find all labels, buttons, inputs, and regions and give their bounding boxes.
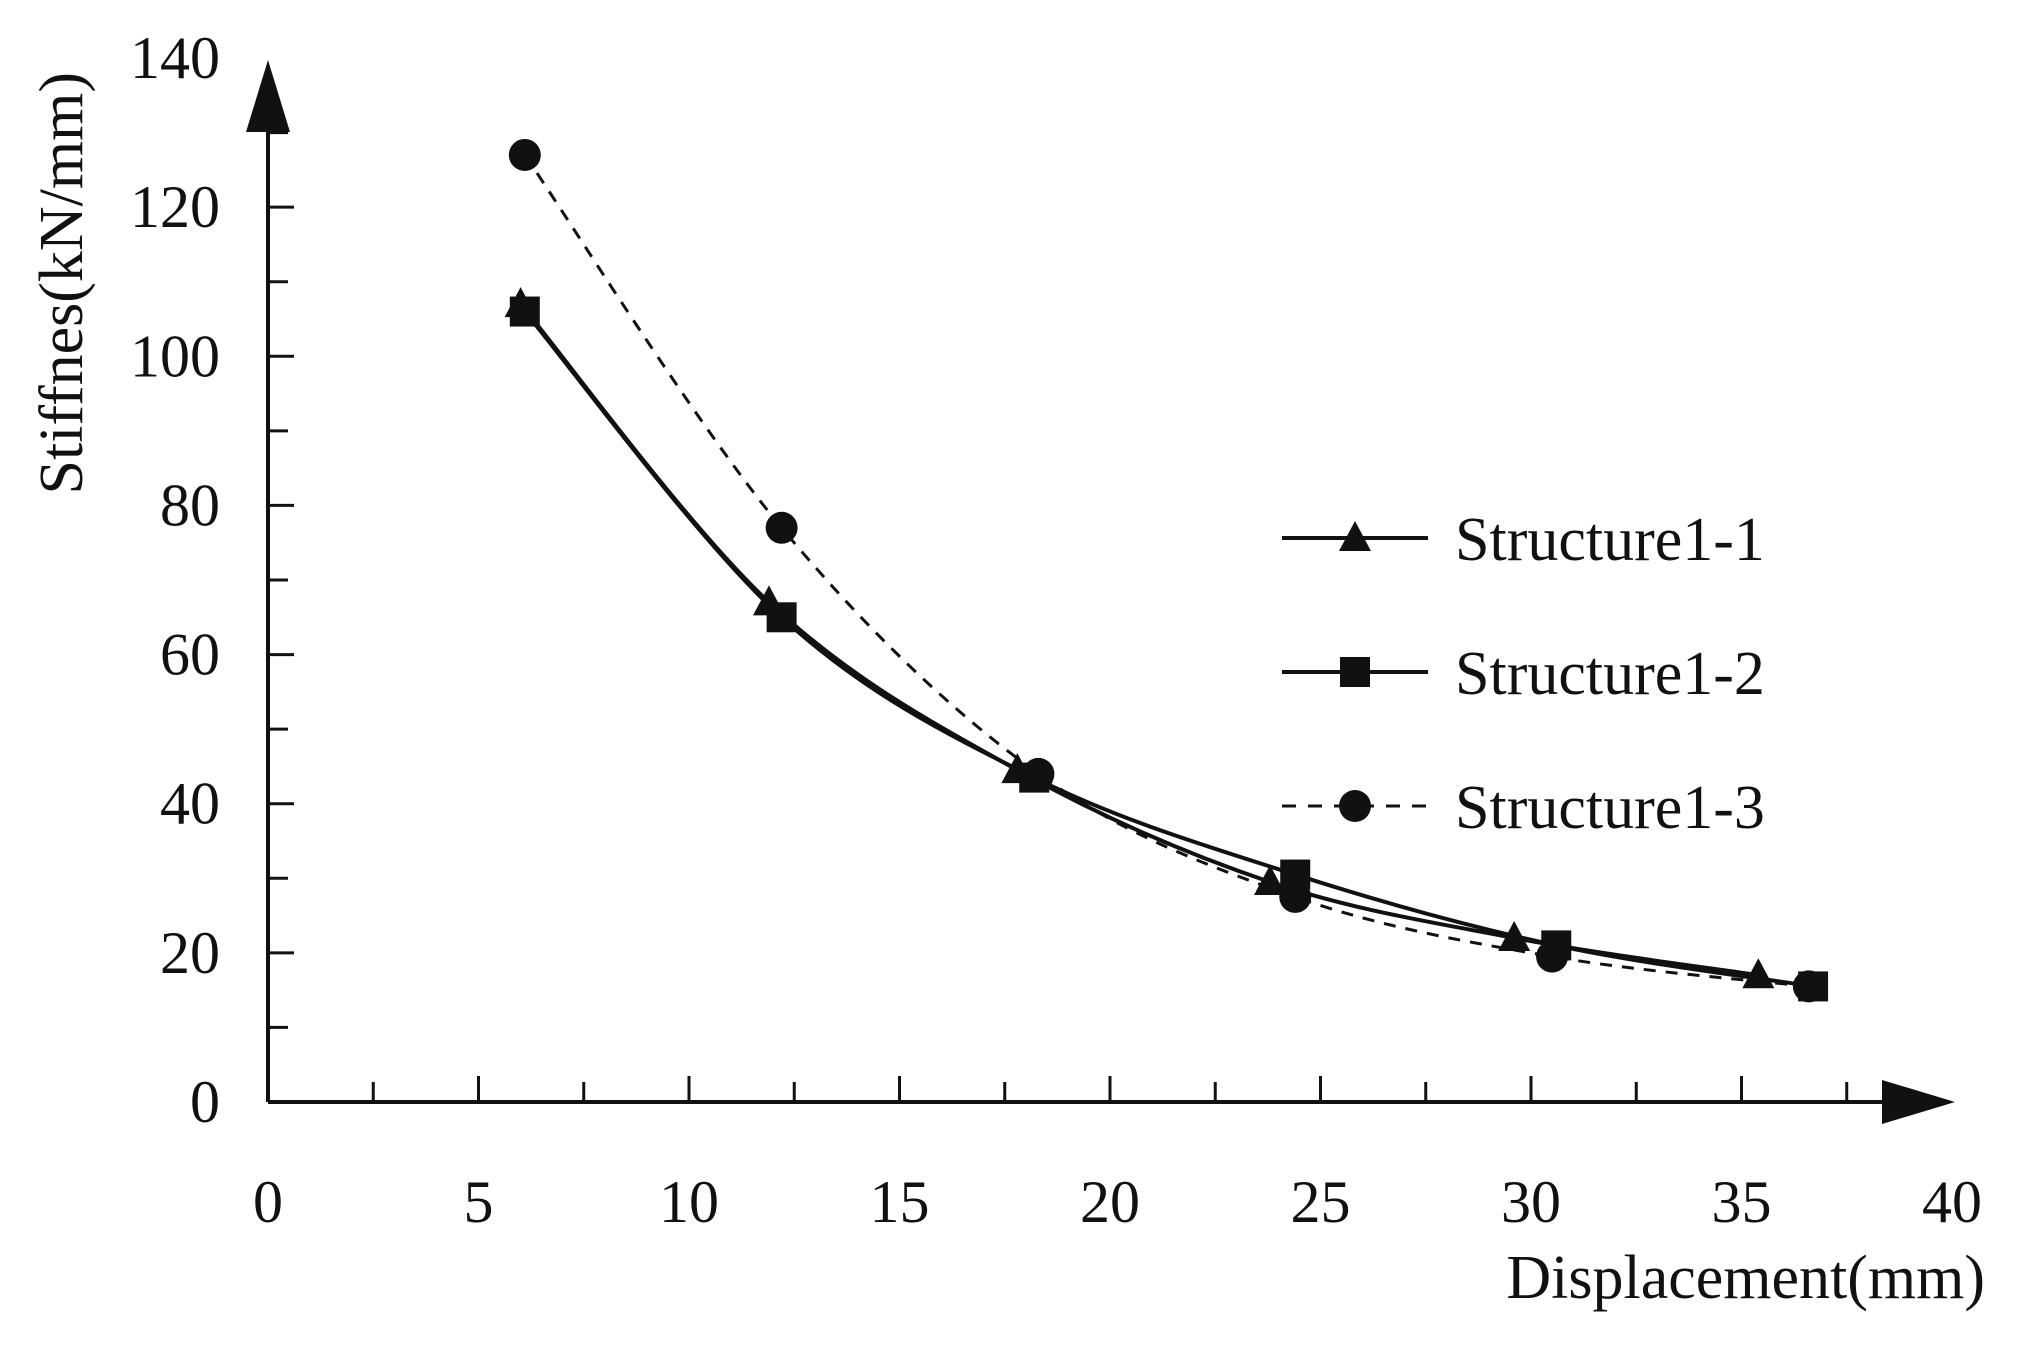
x-tick-label: 5 bbox=[464, 1169, 494, 1235]
x-tick-label: 10 bbox=[659, 1169, 719, 1235]
legend-entry: Structure1-3 bbox=[1282, 774, 1765, 842]
y-tick-label: 40 bbox=[160, 771, 220, 837]
x-tick-label: 15 bbox=[870, 1169, 930, 1235]
y-axis-arrow bbox=[246, 60, 290, 132]
x-axis-label: Displacement(mm) bbox=[1506, 1244, 1985, 1312]
legend-marker bbox=[1339, 790, 1371, 822]
series-3 bbox=[508, 138, 1825, 1003]
legend-entry: Structure1-2 bbox=[1282, 640, 1765, 708]
data-point bbox=[509, 296, 540, 327]
data-point bbox=[765, 511, 798, 544]
x-axis-arrow bbox=[1882, 1080, 1955, 1124]
y-tick-label: 20 bbox=[160, 920, 220, 986]
y-axis-label: Stiffnes(kN/mm) bbox=[28, 72, 96, 495]
legend-marker bbox=[1339, 521, 1371, 551]
x-tick-label: 25 bbox=[1291, 1169, 1351, 1235]
x-tick-label: 40 bbox=[1922, 1169, 1982, 1235]
legend-marker bbox=[1340, 657, 1370, 687]
x-tick-label: 0 bbox=[253, 1169, 283, 1235]
legend-entry: Structure1-1 bbox=[1282, 506, 1765, 574]
data-point bbox=[1792, 970, 1825, 1003]
legend-label: Structure1-2 bbox=[1455, 640, 1765, 708]
y-tick-label: 140 bbox=[130, 25, 220, 91]
y-tick-label: 60 bbox=[160, 622, 220, 688]
x-tick-label: 20 bbox=[1080, 1169, 1140, 1235]
data-point bbox=[508, 138, 541, 171]
data-point bbox=[1279, 880, 1312, 913]
axes bbox=[246, 60, 1955, 1124]
data-point bbox=[766, 602, 797, 633]
series-1 bbox=[504, 287, 1775, 989]
y-tick-label: 80 bbox=[160, 472, 220, 538]
x-tick-label: 35 bbox=[1712, 1169, 1772, 1235]
x-tick-label: 30 bbox=[1501, 1169, 1561, 1235]
series-line bbox=[523, 310, 1814, 989]
data-point bbox=[1536, 940, 1569, 973]
y-tick-label: 0 bbox=[190, 1069, 220, 1135]
y-tick-label: 120 bbox=[130, 174, 220, 240]
legend: Structure1-1 Structure1-2 Structure1-3 bbox=[1282, 506, 1765, 842]
legend-label: Structure1-1 bbox=[1455, 506, 1765, 574]
data-point bbox=[1022, 757, 1055, 790]
ticks: 0 5 10 15 20 25 30 35 40 0 20 40 60 80 100 120 140 bbox=[130, 25, 1982, 1235]
series-group bbox=[504, 138, 1829, 1003]
legend-label: Structure1-3 bbox=[1455, 774, 1765, 842]
data-point bbox=[1253, 865, 1286, 896]
y-tick-label: 100 bbox=[130, 323, 220, 389]
